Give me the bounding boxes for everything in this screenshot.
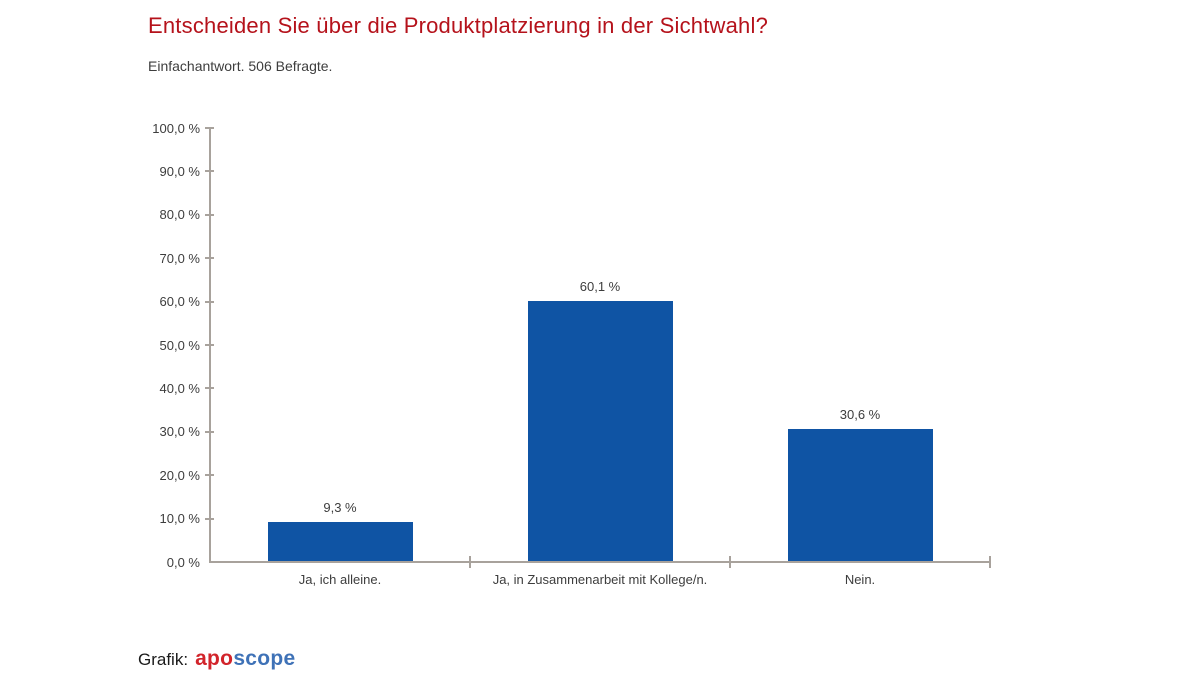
y-axis-tick-label: 30,0 % <box>159 424 200 440</box>
logo-part-apo: apo <box>195 647 234 670</box>
x-axis-tick <box>989 556 991 568</box>
y-axis-tick-label: 40,0 % <box>159 380 200 396</box>
chart-subtitle: Einfachantwort. 506 Befragte. <box>148 58 333 74</box>
bar-value-label: 30,6 % <box>839 407 881 423</box>
bar-1 <box>267 521 413 561</box>
y-axis-tick <box>205 430 214 433</box>
aposcope-logo: aposcope <box>195 647 295 671</box>
bar-3 <box>787 429 933 561</box>
x-axis-tick <box>729 556 731 568</box>
x-axis-category-label: Ja, ich alleine. <box>298 572 382 587</box>
y-axis-tick <box>205 170 214 173</box>
y-axis-tick-label: 60,0 % <box>159 294 200 310</box>
y-axis-tick <box>205 300 214 303</box>
y-axis-tick <box>205 517 214 520</box>
logo-part-scope: scope <box>233 647 296 670</box>
bar-2 <box>527 301 673 561</box>
credit-label: Grafik: <box>138 650 189 669</box>
y-axis-tick <box>205 127 214 129</box>
y-axis-tick-label: 90,0 % <box>159 163 200 179</box>
y-axis-tick-label: 10,0 % <box>159 511 200 527</box>
bar-value-label: 60,1 % <box>579 279 621 295</box>
y-axis-tick-label: 0,0 % <box>166 554 200 570</box>
bar-value-label: 9,3 % <box>323 499 357 515</box>
y-axis-tick-label: 70,0 % <box>159 250 200 266</box>
chart-credit: Grafik: aposcope <box>138 647 296 671</box>
x-axis-category-label: Nein. <box>844 572 876 587</box>
y-axis-tick <box>205 474 214 477</box>
y-axis-tick-label: 80,0 % <box>159 207 200 223</box>
x-axis-tick <box>469 556 471 568</box>
y-axis-tick <box>205 213 214 216</box>
chart-title: Entscheiden Sie über die Produktplatzier… <box>148 13 769 38</box>
y-axis-tick-label: 50,0 % <box>159 337 200 353</box>
y-axis-tick-label: 100,0 % <box>152 120 200 136</box>
y-axis-tick <box>205 257 214 260</box>
y-axis-tick <box>205 387 214 390</box>
x-axis-line <box>209 561 991 563</box>
x-axis-category-label: Ja, in Zusammenarbeit mit Kollege/n. <box>492 572 708 587</box>
y-axis-tick-label: 20,0 % <box>159 467 200 483</box>
y-axis-tick <box>205 344 214 346</box>
